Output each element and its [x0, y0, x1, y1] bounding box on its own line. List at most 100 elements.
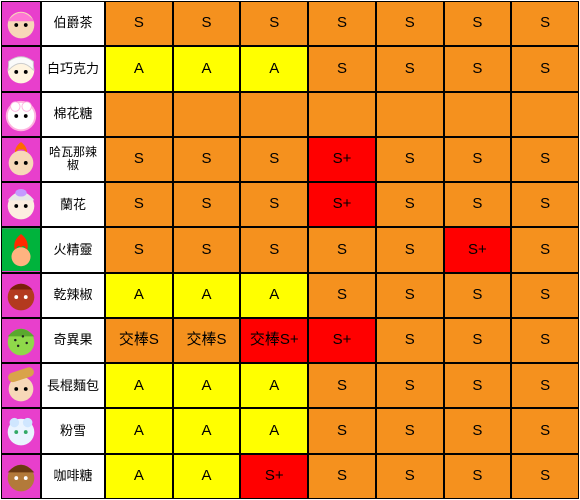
tier-cell-r7-c4: S [308, 273, 376, 318]
tier-cell-r8-c5: S [376, 318, 444, 363]
tier-cell-r9-c5: S [376, 363, 444, 408]
tier-cell-r8-c7: S [511, 318, 579, 363]
tier-cell-r1-c5: S [376, 1, 444, 46]
tier-cell-r2-c7: S [511, 46, 579, 91]
tier-cell-r6-c5: S [376, 227, 444, 272]
tier-cell-r3-c1 [105, 92, 173, 137]
tier-cell-r3-c7 [511, 92, 579, 137]
tier-cell-r10-c7: S [511, 408, 579, 453]
tier-cell-r11-c3: S+ [240, 454, 308, 499]
tier-cell-r11-c7: S [511, 454, 579, 499]
tier-cell-r4-c3: S [240, 137, 308, 182]
row-name-7: 乾辣椒 [41, 273, 105, 318]
tier-cell-r7-c3: A [240, 273, 308, 318]
avatar-7 [1, 273, 41, 318]
tier-cell-r10-c2: A [173, 408, 241, 453]
tier-cell-r8-c6: S [444, 318, 512, 363]
tier-cell-r11-c4: S [308, 454, 376, 499]
tier-table: 伯爵茶SSSSSSS白巧克力AAASSSS棉花糖哈瓦那辣椒SSSS+SSS蘭花S… [1, 1, 579, 499]
tier-cell-r11-c6: S [444, 454, 512, 499]
tier-cell-r9-c7: S [511, 363, 579, 408]
avatar-6 [1, 227, 41, 272]
tier-cell-r2-c6: S [444, 46, 512, 91]
tier-cell-r9-c6: S [444, 363, 512, 408]
tier-cell-r7-c6: S [444, 273, 512, 318]
row-name-8: 奇異果 [41, 318, 105, 363]
tier-cell-r5-c5: S [376, 182, 444, 227]
tier-cell-r1-c2: S [173, 1, 241, 46]
row-name-4: 哈瓦那辣椒 [41, 137, 105, 182]
tier-cell-r10-c4: S [308, 408, 376, 453]
tier-cell-r3-c2 [173, 92, 241, 137]
tier-cell-r3-c6 [444, 92, 512, 137]
tier-cell-r7-c5: S [376, 273, 444, 318]
tier-cell-r7-c2: A [173, 273, 241, 318]
tier-cell-r7-c1: A [105, 273, 173, 318]
tier-cell-r9-c3: A [240, 363, 308, 408]
avatar-4 [1, 137, 41, 182]
tier-cell-r3-c5 [376, 92, 444, 137]
tier-cell-r5-c7: S [511, 182, 579, 227]
tier-cell-r6-c4: S [308, 227, 376, 272]
tier-cell-r11-c5: S [376, 454, 444, 499]
tier-cell-r8-c3: 交棒S+ [240, 318, 308, 363]
avatar-5 [1, 182, 41, 227]
tier-cell-r5-c4: S+ [308, 182, 376, 227]
tier-cell-r4-c2: S [173, 137, 241, 182]
tier-cell-r5-c6: S [444, 182, 512, 227]
tier-cell-r10-c3: A [240, 408, 308, 453]
tier-cell-r9-c2: A [173, 363, 241, 408]
tier-cell-r9-c4: S [308, 363, 376, 408]
tier-cell-r2-c5: S [376, 46, 444, 91]
tier-cell-r11-c1: A [105, 454, 173, 499]
tier-cell-r10-c5: S [376, 408, 444, 453]
row-name-10: 粉雪 [41, 408, 105, 453]
row-name-1: 伯爵茶 [41, 1, 105, 46]
tier-cell-r6-c1: S [105, 227, 173, 272]
tier-cell-r8-c1: 交棒S [105, 318, 173, 363]
tier-cell-r8-c2: 交棒S [173, 318, 241, 363]
tier-cell-r6-c7: S [511, 227, 579, 272]
avatar-2 [1, 46, 41, 91]
avatar-10 [1, 408, 41, 453]
tier-cell-r5-c3: S [240, 182, 308, 227]
tier-cell-r5-c2: S [173, 182, 241, 227]
tier-cell-r6-c2: S [173, 227, 241, 272]
row-name-3: 棉花糖 [41, 92, 105, 137]
tier-cell-r2-c3: A [240, 46, 308, 91]
tier-cell-r4-c5: S [376, 137, 444, 182]
tier-cell-r6-c6: S+ [444, 227, 512, 272]
tier-cell-r2-c4: S [308, 46, 376, 91]
tier-cell-r11-c2: A [173, 454, 241, 499]
tier-cell-r9-c1: A [105, 363, 173, 408]
tier-cell-r4-c7: S [511, 137, 579, 182]
tier-cell-r8-c4: S+ [308, 318, 376, 363]
tier-cell-r2-c2: A [173, 46, 241, 91]
tier-cell-r3-c4 [308, 92, 376, 137]
tier-cell-r1-c6: S [444, 1, 512, 46]
tier-cell-r4-c1: S [105, 137, 173, 182]
tier-cell-r6-c3: S [240, 227, 308, 272]
row-name-2: 白巧克力 [41, 46, 105, 91]
tier-cell-r1-c1: S [105, 1, 173, 46]
tier-cell-r2-c1: A [105, 46, 173, 91]
avatar-8 [1, 318, 41, 363]
avatar-11 [1, 454, 41, 499]
row-name-5: 蘭花 [41, 182, 105, 227]
tier-cell-r1-c7: S [511, 1, 579, 46]
tier-cell-r7-c7: S [511, 273, 579, 318]
tier-cell-r4-c4: S+ [308, 137, 376, 182]
tier-cell-r5-c1: S [105, 182, 173, 227]
tier-cell-r4-c6: S [444, 137, 512, 182]
tier-cell-r1-c4: S [308, 1, 376, 46]
tier-cell-r3-c3 [240, 92, 308, 137]
row-name-9: 長棍麵包 [41, 363, 105, 408]
tier-cell-r1-c3: S [240, 1, 308, 46]
tier-cell-r10-c6: S [444, 408, 512, 453]
row-name-6: 火精靈 [41, 227, 105, 272]
tier-cell-r10-c1: A [105, 408, 173, 453]
avatar-1 [1, 1, 41, 46]
avatar-9 [1, 363, 41, 408]
row-name-11: 咖啡糖 [41, 454, 105, 499]
avatar-3 [1, 92, 41, 137]
